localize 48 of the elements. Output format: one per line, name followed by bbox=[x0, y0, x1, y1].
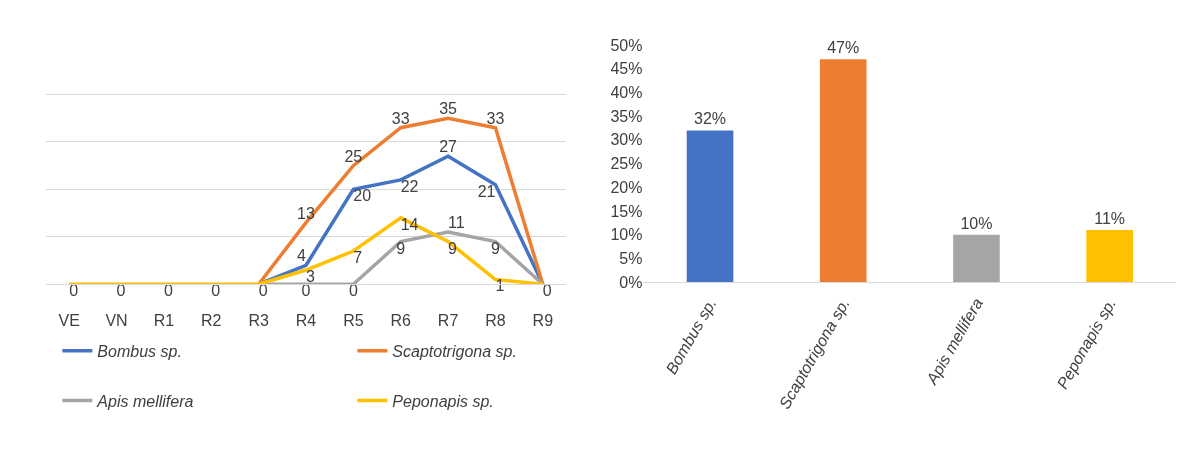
data-label: 33 bbox=[486, 109, 505, 127]
data-label: 33 bbox=[391, 109, 410, 127]
data-label: 10% bbox=[960, 214, 993, 232]
legend-label: Peponapis sp. bbox=[392, 392, 494, 410]
x-tick-label: R6 bbox=[390, 312, 412, 330]
data-label: 4 bbox=[297, 247, 307, 265]
data-label: 11% bbox=[1094, 209, 1126, 227]
legend-label: Apis mellifera bbox=[96, 392, 194, 410]
bar bbox=[686, 130, 734, 283]
data-label: 9 bbox=[490, 239, 500, 257]
y-tick-label: 0% bbox=[619, 273, 643, 291]
data-label: 7 bbox=[353, 249, 363, 267]
y-tick-label: 10% bbox=[610, 226, 643, 244]
x-tick-label: R4 bbox=[295, 312, 317, 330]
x-tick-label: R1 bbox=[153, 312, 175, 330]
data-label: 25 bbox=[344, 147, 363, 165]
y-tick-label: 50% bbox=[610, 36, 643, 54]
data-label: 11 bbox=[448, 214, 465, 232]
y-tick-label: 20% bbox=[610, 178, 643, 196]
y-tick-label: 15% bbox=[610, 202, 643, 220]
x-tick-label: VN bbox=[105, 312, 128, 330]
y-tick-label: 45% bbox=[610, 60, 643, 78]
x-tick-label: R8 bbox=[485, 312, 506, 330]
data-label: 27 bbox=[439, 138, 458, 156]
data-label: 21 bbox=[477, 182, 496, 200]
y-tick-label: 5% bbox=[619, 250, 643, 268]
data-label: 22 bbox=[400, 177, 419, 195]
bar bbox=[819, 59, 867, 283]
data-label: 3 bbox=[306, 268, 315, 286]
bar bbox=[1086, 229, 1133, 283]
y-tick-label: 25% bbox=[610, 155, 643, 173]
x-tick-label: VE bbox=[58, 312, 80, 330]
data-label: 47% bbox=[827, 39, 860, 57]
y-tick-label: 30% bbox=[610, 131, 643, 149]
data-label: 20 bbox=[353, 187, 372, 205]
x-tick-label: R5 bbox=[343, 312, 364, 330]
x-tick-label: R9 bbox=[532, 312, 554, 330]
x-tick-label: R2 bbox=[201, 312, 222, 330]
y-tick-label: 40% bbox=[610, 84, 643, 102]
data-label: 32% bbox=[694, 110, 727, 128]
y-tick-label: 35% bbox=[610, 107, 643, 125]
bar bbox=[953, 234, 1000, 283]
data-label: 35 bbox=[439, 100, 458, 118]
x-tick-label: R7 bbox=[437, 312, 459, 330]
data-label: 1 bbox=[495, 277, 505, 295]
x-tick-label: R3 bbox=[248, 312, 269, 330]
data-label: 13 bbox=[297, 204, 315, 222]
data-label: 9 bbox=[396, 239, 406, 257]
